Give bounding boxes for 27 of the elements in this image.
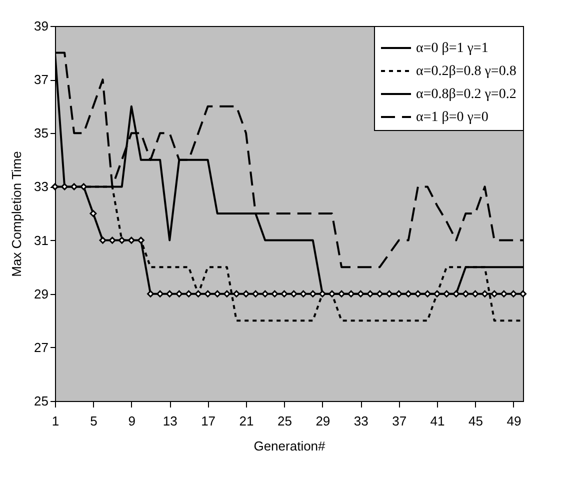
y-axis-title: Max Completion Time: [9, 151, 24, 277]
legend-label: α=1 β=0 γ=0: [416, 110, 488, 125]
x-tick-label: 37: [392, 414, 407, 428]
y-tick-label: 33: [34, 179, 48, 194]
x-tick-label: 41: [430, 414, 445, 428]
legend-label: α=0.8β=0.2 γ=0.2: [416, 87, 516, 102]
x-tick-label: 13: [162, 414, 178, 428]
y-tick-label: 39: [34, 18, 48, 34]
y-tick-label: 31: [34, 232, 48, 248]
x-tick-label: 49: [506, 414, 522, 428]
x-tick-label: 45: [468, 414, 483, 428]
y-tick-label: 29: [34, 286, 48, 302]
x-tick-label: 1: [52, 414, 60, 428]
x-tick-label: 25: [277, 414, 292, 428]
x-tick-label: 33: [354, 414, 368, 428]
y-tick-label: 37: [34, 72, 48, 88]
y-tick-label: 25: [34, 394, 48, 408]
y-tick-label: 27: [34, 340, 48, 355]
x-tick-label: 29: [316, 414, 330, 428]
x-tick-label: 21: [239, 414, 254, 428]
legend-label: α=0.2β=0.8 γ=0.8: [416, 64, 516, 79]
legend-label: α=0 β=1 γ=1: [416, 41, 488, 56]
x-tick-label: 9: [128, 414, 136, 428]
x-axis-title: Generation#: [254, 438, 326, 454]
y-tick-label: 35: [34, 126, 48, 141]
x-tick-label: 17: [201, 414, 216, 428]
x-tick-label: 5: [90, 414, 98, 428]
